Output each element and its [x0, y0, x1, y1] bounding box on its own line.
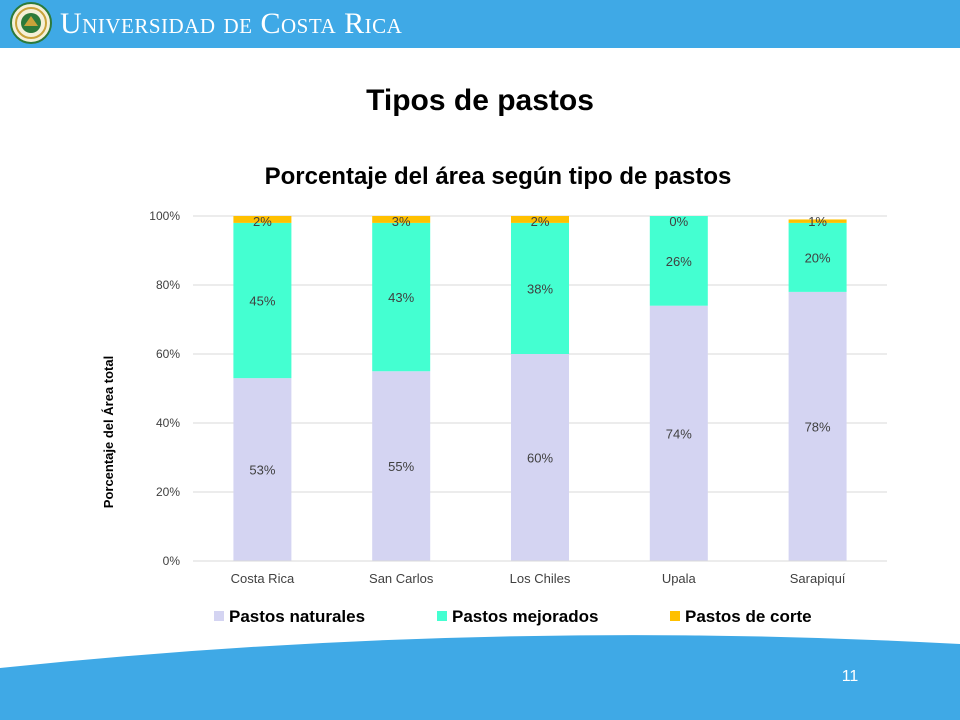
- x-tick-label: Upala: [662, 571, 697, 586]
- data-label: 60%: [527, 451, 553, 466]
- data-label: 20%: [805, 250, 831, 265]
- data-label: 53%: [249, 463, 275, 478]
- chart-title: Porcentaje del área según tipo de pastos: [265, 163, 732, 190]
- header-bar: Universidad de Costa Rica: [0, 0, 960, 48]
- x-tick-label: Los Chiles: [510, 571, 571, 586]
- bar-segment: [649, 305, 708, 561]
- bar-segment: [649, 216, 708, 306]
- bar-segment: [511, 222, 569, 354]
- legend: Pastos naturales Pastos mejorados Pastos d…: [214, 607, 812, 626]
- bar-segment: [372, 371, 431, 561]
- data-label: 26%: [666, 254, 692, 269]
- bar-segment: [788, 219, 847, 223]
- y-tick-label: 80%: [156, 278, 180, 292]
- university-name: Universidad de Costa Rica: [60, 7, 403, 40]
- bar-segment: [233, 222, 292, 379]
- bar-segment: [511, 354, 569, 561]
- y-tick-label: 100%: [149, 209, 180, 223]
- x-tick-label: San Carlos: [369, 571, 434, 586]
- bar-segment: [233, 378, 292, 561]
- x-tick-label: Costa Rica: [231, 571, 295, 586]
- page-number: 11: [841, 668, 859, 685]
- bar-segment: [788, 222, 847, 292]
- data-label: 1%: [808, 214, 827, 229]
- y-tick-label: 60%: [156, 347, 180, 361]
- data-label: 0%: [669, 214, 688, 229]
- data-label: 2%: [253, 214, 272, 229]
- y-axis-label: Porcentaje del Área total: [101, 356, 116, 508]
- legend-label: Pastos naturales: [229, 607, 365, 626]
- legend-swatch: [437, 611, 447, 621]
- data-label: 2%: [531, 214, 550, 229]
- slide-title: Tipos de pastos: [366, 84, 594, 117]
- y-tick-label: 0%: [163, 554, 181, 568]
- university-seal-icon: [10, 2, 52, 44]
- bar-segment: [372, 222, 431, 372]
- y-tick-label: 40%: [156, 416, 180, 430]
- data-label: 45%: [249, 294, 275, 309]
- y-tick-label: 20%: [156, 485, 180, 499]
- data-label: 78%: [805, 419, 831, 434]
- data-label: 74%: [666, 426, 692, 441]
- bar-segment: [233, 216, 292, 223]
- data-label: 38%: [527, 281, 553, 296]
- bar-segment: [372, 216, 431, 223]
- x-tick-label: Sarapiquí: [790, 571, 846, 586]
- bar-segment: [511, 216, 569, 223]
- legend-label: Pastos mejorados: [452, 607, 598, 626]
- legend-swatch: [214, 611, 224, 621]
- data-label: 3%: [392, 214, 411, 229]
- data-label: 55%: [388, 459, 414, 474]
- data-label: 43%: [388, 290, 414, 305]
- bar-segment: [788, 291, 847, 561]
- legend-label: Pastos de corte: [685, 607, 812, 626]
- legend-swatch: [670, 611, 680, 621]
